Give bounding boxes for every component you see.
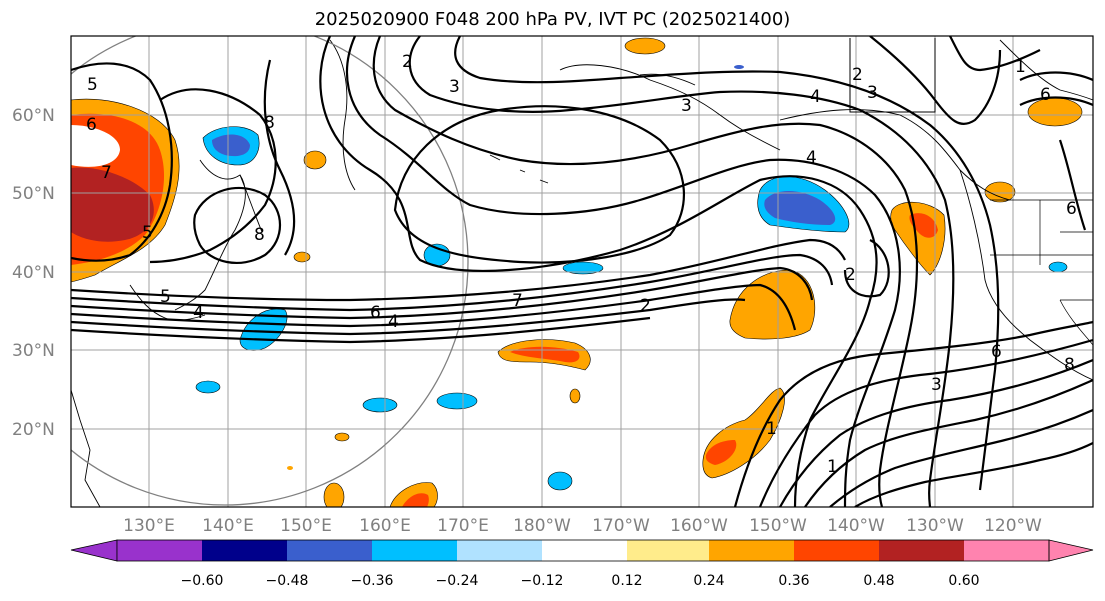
ivt-contours [71, 36, 1093, 507]
lon-label: 130°W [906, 516, 964, 536]
lat-label: 30°N [12, 341, 55, 361]
colorbar-segment [879, 540, 964, 561]
contour-label: 8 [1064, 355, 1075, 375]
colorbar-segment [542, 540, 627, 561]
lon-label: 170°W [592, 516, 650, 536]
contour-label: 8 [254, 225, 265, 245]
contour-label: 4 [193, 303, 204, 323]
colorbar-tick-label: 0.36 [778, 573, 809, 589]
lon-label: 150°W [749, 516, 807, 536]
colorbar-tick-label: 0.60 [948, 573, 979, 589]
colorbar-segment [627, 540, 709, 561]
lon-label: 160°W [670, 516, 728, 536]
radius-circle [71, 36, 469, 506]
lat-label: 60°N [12, 106, 55, 126]
longitude-labels: 130°E 140°E 150°E 160°E 170°E 180°W 170°… [123, 516, 1042, 536]
shaded-anomalies [71, 37, 1083, 507]
colorbar-tick-label: −0.48 [266, 573, 309, 589]
latitude-labels: 60°N 50°N 40°N 30°N 20°N [12, 106, 55, 440]
colorbar-segment [287, 540, 372, 561]
contour-label: 1 [1015, 57, 1026, 77]
contour-label: 6 [370, 303, 381, 323]
contour-label: 6 [1066, 199, 1077, 219]
lat-label: 40°N [12, 263, 55, 283]
contour-label: 3 [449, 77, 460, 97]
contour-label: 2 [402, 52, 413, 72]
contour-label: 3 [867, 83, 878, 103]
contour-label: 5 [142, 223, 153, 243]
contour-label: 6 [991, 342, 1002, 362]
lon-label: 160°E [359, 516, 411, 536]
contour-label: 7 [101, 163, 112, 183]
contour-label: 2 [845, 265, 856, 285]
contour-label: 3 [681, 96, 692, 116]
colorbar-segment [964, 540, 1049, 561]
contour-label: 6 [86, 115, 97, 135]
contour-label: 4 [810, 87, 821, 107]
colorbar-tick-label: −0.24 [436, 573, 479, 589]
contour-label: 6 [1040, 85, 1051, 105]
contour-label: 3 [931, 375, 942, 395]
colorbar-tick-labels: −0.60 −0.48 −0.36 −0.24 −0.12 0.12 0.24 … [181, 573, 980, 589]
lat-label: 50°N [12, 184, 55, 204]
map-frame [70, 35, 1094, 508]
colorbar-tick-label: −0.36 [351, 573, 394, 589]
lon-label: 180°W [513, 516, 571, 536]
map-title: 2025020900 F048 200 hPa PV, IVT PC (2025… [314, 9, 791, 30]
contour-label: 4 [806, 148, 817, 168]
contour-label: 7 [512, 291, 523, 311]
lat-label: 20°N [12, 420, 55, 440]
colorbar-tick-label: 0.48 [863, 573, 894, 589]
colorbar-segment [709, 540, 794, 561]
colorbar [70, 539, 1094, 562]
contour-label: 8 [264, 113, 275, 133]
colorbar-tick-label: 0.12 [611, 573, 642, 589]
colorbar-segment [202, 540, 287, 561]
colorbar-tick-label: −0.60 [181, 573, 224, 589]
contour-label: 5 [160, 287, 171, 307]
contour-labels: 5 6 7 8 5 2 3 3 4 2 3 4 5 6 7 6 4 2 2 1 … [86, 52, 1077, 477]
lon-label: 170°E [437, 516, 489, 536]
colorbar-segment [794, 540, 879, 561]
colorbar-tick-label: 0.24 [693, 573, 724, 589]
contour-label: 2 [852, 65, 863, 85]
contour-label: 2 [640, 296, 651, 316]
contour-label: 1 [827, 457, 838, 477]
lon-label: 150°E [280, 516, 332, 536]
coastlines [71, 38, 1093, 507]
contour-label: 1 [766, 419, 777, 439]
lon-label: 120°W [984, 516, 1042, 536]
lon-label: 130°E [123, 516, 175, 536]
contour-label: 4 [388, 312, 399, 332]
colorbar-segment [117, 540, 202, 561]
lon-label: 140°E [202, 516, 254, 536]
colorbar-segment [457, 540, 542, 561]
contour-label: 5 [87, 75, 98, 95]
colorbar-segment [372, 540, 457, 561]
colorbar-extend-right [1048, 539, 1094, 562]
lon-label: 140°W [827, 516, 885, 536]
colorbar-extend-left [70, 539, 118, 562]
colorbar-tick-label: −0.12 [521, 573, 564, 589]
